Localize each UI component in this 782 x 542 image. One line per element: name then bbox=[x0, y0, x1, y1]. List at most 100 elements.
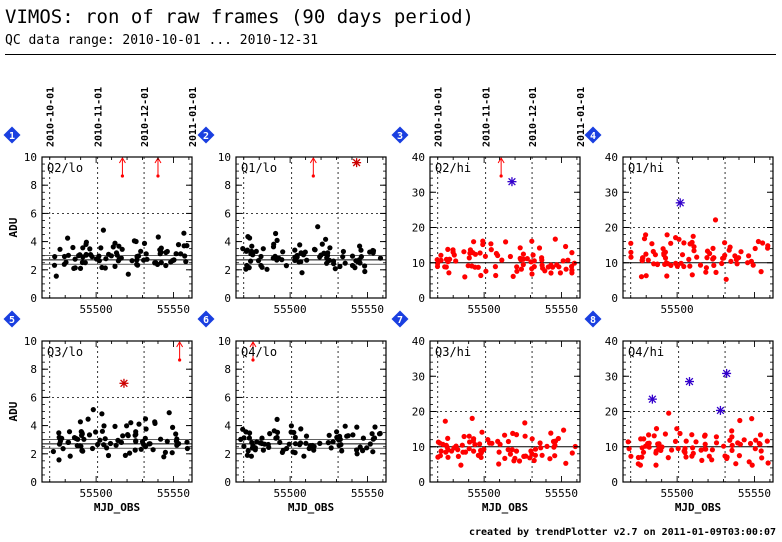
data-point bbox=[334, 429, 340, 435]
data-point bbox=[122, 452, 128, 458]
y-tick-label: 8 bbox=[30, 179, 37, 192]
data-point bbox=[638, 436, 644, 442]
data-point bbox=[161, 454, 167, 460]
data-point bbox=[124, 423, 130, 429]
panel-badge-icon bbox=[197, 310, 215, 328]
data-point bbox=[517, 245, 523, 251]
data-point bbox=[765, 460, 771, 466]
data-point bbox=[248, 453, 254, 459]
data-point bbox=[97, 437, 103, 443]
y-tick-label: 0 bbox=[224, 476, 231, 489]
data-point bbox=[482, 253, 488, 259]
data-point bbox=[258, 253, 264, 260]
data-point bbox=[168, 259, 174, 265]
data-point bbox=[759, 455, 765, 461]
data-point bbox=[723, 276, 729, 282]
data-point bbox=[488, 241, 494, 247]
data-point bbox=[702, 433, 708, 439]
data-point bbox=[162, 449, 168, 455]
data-point bbox=[709, 457, 715, 463]
data-point bbox=[690, 233, 696, 239]
data-point bbox=[505, 447, 511, 453]
data-point bbox=[288, 429, 294, 435]
data-point bbox=[99, 428, 105, 434]
data-point bbox=[703, 265, 710, 271]
data-point bbox=[184, 445, 190, 452]
panel-label: Q3/lo bbox=[47, 345, 83, 359]
data-point bbox=[255, 258, 262, 264]
data-point bbox=[527, 455, 533, 461]
data-point bbox=[681, 263, 687, 270]
data-point bbox=[509, 447, 515, 453]
data-point bbox=[146, 441, 152, 447]
data-point bbox=[529, 238, 535, 244]
data-point bbox=[290, 449, 296, 455]
date-tick-label: 2010-10-01 bbox=[46, 87, 57, 147]
data-point bbox=[103, 256, 109, 262]
data-point bbox=[243, 266, 249, 272]
data-point bbox=[466, 255, 472, 261]
data-point bbox=[50, 448, 57, 455]
data-point bbox=[318, 252, 324, 258]
data-point bbox=[86, 432, 93, 438]
data-point bbox=[479, 429, 485, 435]
data-point bbox=[100, 227, 106, 233]
data-point bbox=[133, 238, 139, 245]
data-point bbox=[531, 264, 537, 270]
data-point bbox=[721, 255, 727, 261]
data-point bbox=[654, 261, 661, 267]
data-point bbox=[664, 273, 670, 279]
data-point bbox=[683, 438, 689, 444]
data-point bbox=[446, 270, 452, 276]
arrow-head bbox=[176, 341, 184, 348]
data-point bbox=[129, 258, 135, 264]
data-point bbox=[521, 453, 527, 459]
data-point bbox=[502, 455, 508, 461]
data-point bbox=[728, 258, 734, 264]
data-point bbox=[545, 264, 551, 270]
data-point bbox=[136, 253, 142, 259]
data-point bbox=[682, 449, 688, 456]
data-point bbox=[641, 236, 648, 242]
y-tick-label: 0 bbox=[611, 292, 618, 305]
data-point bbox=[136, 421, 142, 427]
data-point bbox=[710, 256, 716, 262]
data-point bbox=[169, 450, 175, 456]
arrow-base-point bbox=[311, 174, 315, 178]
data-point bbox=[516, 458, 523, 464]
data-point bbox=[713, 269, 719, 275]
data-point bbox=[99, 264, 105, 271]
data-point bbox=[499, 257, 505, 263]
data-point bbox=[181, 230, 187, 236]
data-point bbox=[442, 418, 448, 424]
data-point bbox=[698, 447, 704, 453]
x-tick-label: 55550 bbox=[545, 303, 578, 316]
y-tick-label: 0 bbox=[30, 476, 37, 489]
data-point bbox=[548, 270, 554, 276]
data-point bbox=[360, 435, 366, 441]
data-point bbox=[164, 248, 170, 255]
data-point bbox=[687, 241, 693, 247]
data-point bbox=[367, 441, 373, 447]
data-point bbox=[438, 252, 444, 258]
data-point bbox=[280, 249, 286, 255]
data-point bbox=[112, 263, 118, 269]
data-point bbox=[643, 273, 649, 279]
panel-7: 7 0 10 20 30 40 55500 55550 Q3/hi MJD_OBS bbox=[391, 310, 581, 514]
data-point bbox=[96, 253, 102, 259]
data-point bbox=[78, 443, 84, 449]
data-point bbox=[709, 447, 716, 453]
data-point bbox=[659, 444, 665, 450]
data-point bbox=[736, 453, 743, 459]
data-point bbox=[328, 445, 334, 451]
data-point bbox=[702, 441, 708, 447]
data-point bbox=[325, 250, 331, 256]
data-point bbox=[271, 428, 277, 434]
data-point bbox=[713, 440, 720, 446]
data-point bbox=[102, 436, 108, 442]
data-point bbox=[370, 248, 377, 254]
data-point bbox=[357, 444, 363, 450]
data-point bbox=[443, 449, 449, 455]
data-point bbox=[672, 438, 679, 444]
